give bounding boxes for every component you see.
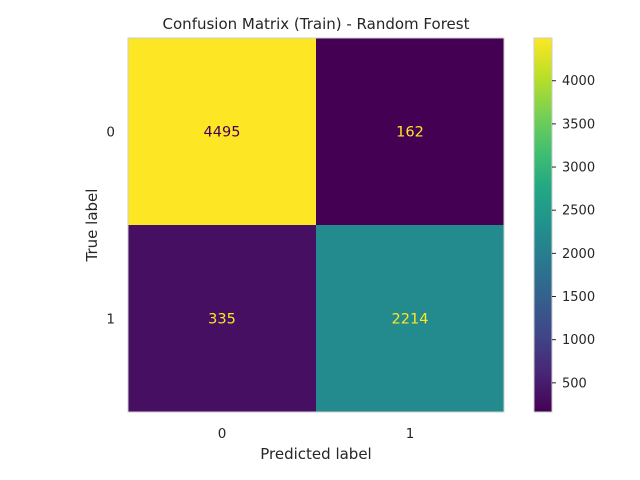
matrix-cell-value: 4495	[204, 125, 241, 141]
colorbar-tick-label: 2000	[562, 247, 595, 262]
colorbar-tick-label: 1000	[562, 333, 595, 348]
y-tick-label: 1	[106, 312, 115, 328]
matrix-cell	[128, 38, 316, 225]
matrix-cell-value: 2214	[392, 312, 429, 328]
colorbar-tick-label: 3000	[562, 161, 595, 176]
matrix-cell-labels: 4495 162 335 2214	[204, 125, 429, 328]
x-tick-label: 0	[218, 426, 227, 442]
matrix-cell	[128, 225, 316, 412]
chart-title: Confusion Matrix (Train) - Random Forest	[163, 15, 470, 33]
y-tick-label: 0	[106, 125, 115, 141]
y-axis-label: True label	[83, 189, 101, 263]
colorbar-tick-label: 3500	[562, 117, 595, 132]
x-axis-label: Predicted label	[260, 445, 371, 463]
x-tick-label: 1	[406, 426, 415, 442]
colorbar	[533, 37, 553, 413]
matrix-cell-value: 162	[396, 125, 424, 141]
matrix-cell-value: 335	[208, 312, 236, 328]
matrix-cell	[316, 225, 504, 412]
colorbar-tick-labels: 500 1000 1500 2000 2500 3000 3500 4000	[552, 74, 595, 391]
colorbar-tick-label: 1500	[562, 290, 595, 305]
matrix-frame	[127, 37, 505, 413]
colorbar-tick-label: 4000	[562, 74, 595, 89]
y-tick-labels: 01	[106, 125, 115, 328]
matrix-cells	[128, 38, 504, 412]
colorbar-tick-label: 2500	[562, 204, 595, 219]
colorbar-tick-label: 500	[562, 376, 587, 391]
matrix-cell	[316, 38, 504, 225]
